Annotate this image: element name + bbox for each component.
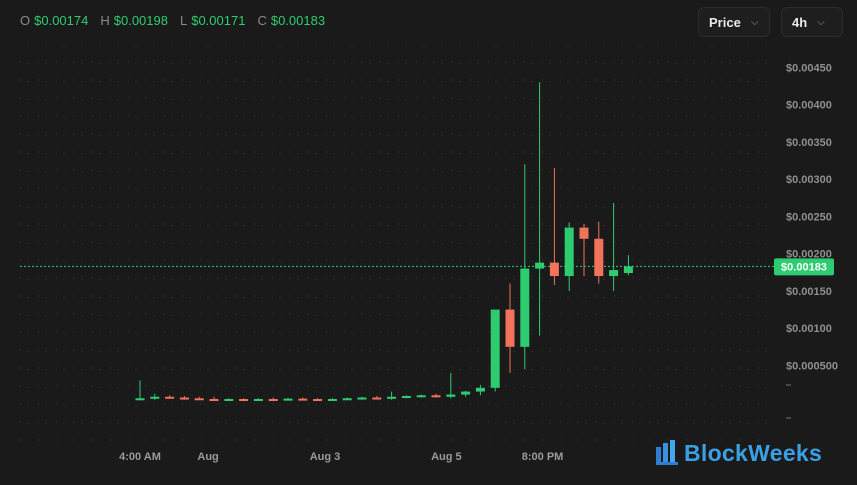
candle-body (475, 387, 485, 392)
candle-body (416, 395, 426, 398)
watermark-text: BlockWeeks (684, 439, 823, 466)
y-tick-label: $0.00450 (786, 62, 832, 74)
candle-body (253, 399, 263, 402)
y-tick-label: $0.00200 (786, 249, 832, 261)
candle-body (520, 268, 530, 347)
price-mode-label: Price (709, 14, 741, 30)
timeframe-dropdown[interactable]: 4h ⌵ (781, 7, 843, 37)
candle-body (283, 398, 293, 401)
blockweeks-watermark: BlockWeeks (654, 438, 822, 468)
ohlc-readout: O $0.00174 H $0.00198 L $0.00171 C $0.00183 (20, 13, 325, 28)
high-readout: H $0.00198 (100, 13, 168, 28)
x-tick-label: Aug 5 (431, 451, 462, 463)
candle-body (623, 266, 633, 274)
candle-body (313, 399, 323, 402)
y-tick-label: $0.00150 (786, 286, 832, 298)
candle-body (564, 227, 574, 277)
candle-body (387, 396, 397, 399)
candle-body (135, 398, 145, 401)
current-price-label: $0.00183 (781, 261, 827, 273)
candle-body (372, 397, 382, 400)
x-tick-label: Aug 3 (310, 451, 341, 463)
candle-body (268, 399, 278, 402)
low-readout: L $0.00171 (179, 13, 246, 28)
close-readout: C $0.00183 (257, 13, 326, 28)
candle-body (224, 399, 234, 402)
candle-body (549, 262, 559, 277)
candle-body (461, 391, 471, 395)
y-tick-label: $0.00100 (786, 323, 832, 335)
open-readout: O $0.00174 (20, 13, 89, 28)
timeframe-label: 4h (792, 14, 808, 30)
candle-body (165, 396, 175, 399)
candle-body (579, 227, 589, 239)
chevron-down-icon: ⌵ (750, 16, 759, 28)
candle-body (298, 398, 308, 401)
candle-body (535, 262, 545, 269)
y-tick-label: $0.00250 (786, 211, 832, 223)
candle-body (327, 399, 337, 402)
candle-body (239, 399, 249, 402)
x-tick-label: 8:00 PM (522, 451, 564, 463)
candle-body (209, 399, 219, 402)
candle-body (357, 397, 367, 400)
y-tick-label: $0.00300 (786, 174, 832, 186)
candle-body (431, 395, 441, 398)
candle-body (342, 398, 352, 401)
candle-body (446, 394, 456, 397)
candle-body (179, 397, 189, 400)
y-tick-label: $0.00350 (786, 137, 832, 149)
candle-body (490, 309, 500, 388)
x-tick-label: Aug (197, 451, 218, 463)
y-tick-label: $0.000500 (786, 360, 838, 372)
candle-body (505, 309, 515, 347)
current-price-tag (774, 258, 834, 276)
x-tick-label: 4:00 AM (119, 451, 161, 463)
price-mode-dropdown[interactable]: Price ⌵ (698, 7, 770, 37)
candle-body (594, 238, 604, 277)
candle-body (194, 398, 204, 401)
candle-body (609, 270, 619, 277)
candle-body (401, 396, 411, 399)
candle-body (150, 396, 160, 399)
y-tick-label: $0.00400 (786, 100, 832, 112)
blockweeks-logo-icon (656, 440, 678, 465)
chevron-down-icon: ⌵ (817, 16, 825, 28)
